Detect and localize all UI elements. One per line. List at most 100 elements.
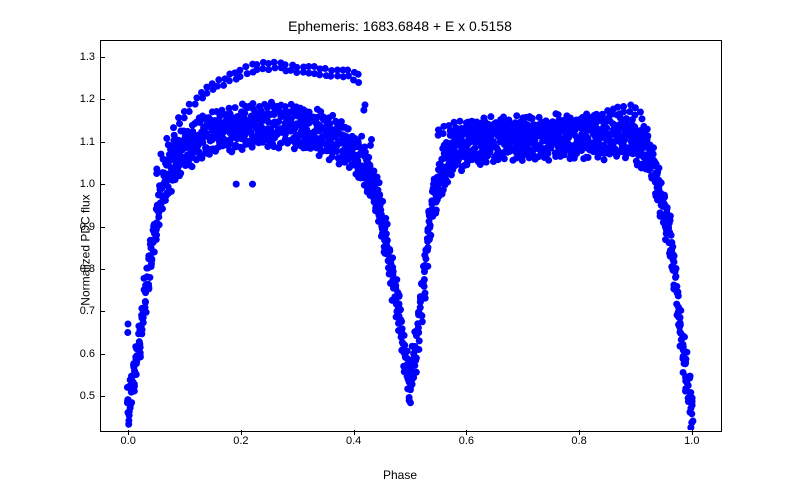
data-point — [298, 116, 305, 123]
data-point — [654, 184, 661, 191]
data-point — [157, 151, 164, 158]
data-point — [648, 144, 655, 151]
data-point — [138, 305, 145, 312]
data-point — [644, 126, 651, 133]
y-tick-mark — [100, 227, 105, 228]
data-point — [367, 142, 374, 149]
data-point — [406, 394, 413, 401]
data-point — [282, 103, 289, 110]
data-point — [654, 169, 661, 176]
data-point — [668, 232, 675, 239]
data-point — [316, 122, 323, 129]
data-point — [191, 120, 198, 127]
data-point — [377, 207, 384, 214]
data-point — [545, 157, 552, 164]
data-point — [322, 65, 329, 72]
y-tick-mark — [100, 57, 105, 58]
data-point — [411, 328, 418, 335]
data-point — [523, 129, 530, 136]
data-point — [592, 119, 599, 126]
data-point — [258, 111, 265, 118]
data-point — [253, 61, 260, 68]
data-point — [130, 360, 137, 367]
data-point — [249, 181, 256, 188]
data-point — [140, 275, 147, 282]
data-point — [579, 114, 586, 121]
data-point — [171, 132, 178, 139]
data-point — [293, 64, 300, 71]
data-point — [141, 287, 148, 294]
data-point — [562, 134, 569, 141]
data-point — [680, 343, 687, 350]
data-point — [368, 136, 375, 143]
data-point — [668, 246, 675, 253]
data-point — [547, 120, 554, 127]
data-point — [222, 111, 229, 118]
data-point — [232, 144, 239, 151]
data-point — [560, 140, 567, 147]
data-point — [661, 192, 668, 199]
data-point — [284, 109, 291, 116]
data-point — [142, 298, 149, 305]
data-point — [406, 361, 413, 368]
data-point — [143, 265, 150, 272]
data-point — [433, 177, 440, 184]
data-point — [420, 263, 427, 270]
x-tick-mark — [354, 430, 355, 435]
data-point — [555, 111, 562, 118]
data-point — [623, 115, 630, 122]
data-point — [384, 237, 391, 244]
data-point — [673, 283, 680, 290]
data-point — [309, 115, 316, 122]
data-point — [424, 235, 431, 242]
data-point — [163, 135, 170, 142]
data-point — [672, 274, 679, 281]
y-tick-label: 0.6 — [55, 348, 95, 360]
chart-container: Ephemeris: 1683.6848 + E x 0.5158 Normal… — [0, 0, 800, 500]
data-point — [128, 373, 135, 380]
data-point — [133, 343, 140, 350]
data-point — [689, 395, 696, 402]
data-point — [474, 125, 481, 132]
data-point — [282, 61, 289, 68]
data-point — [644, 133, 651, 140]
y-tick-label: 1.0 — [55, 178, 95, 190]
data-point — [125, 421, 132, 428]
y-axis-label: Normalized PDC flux — [79, 194, 93, 305]
y-tick-mark — [100, 99, 105, 100]
data-point — [265, 66, 272, 73]
data-point — [393, 276, 400, 283]
data-point — [566, 117, 573, 124]
data-point — [689, 417, 696, 424]
data-point — [666, 220, 673, 227]
data-point — [306, 109, 313, 116]
data-point — [421, 252, 428, 259]
data-point — [244, 70, 251, 77]
data-point — [609, 120, 616, 127]
data-point — [496, 122, 503, 129]
data-point — [328, 126, 335, 133]
x-tick-label: 0.0 — [121, 435, 136, 447]
data-point — [373, 179, 380, 186]
data-point — [409, 343, 416, 350]
data-point — [181, 108, 188, 115]
data-point — [683, 349, 690, 356]
data-point — [316, 71, 323, 78]
data-point — [682, 356, 689, 363]
y-tick-mark — [100, 269, 105, 270]
data-point — [428, 197, 435, 204]
data-point — [567, 142, 574, 149]
x-tick-label: 0.6 — [459, 435, 474, 447]
data-point — [438, 156, 445, 163]
data-point — [601, 156, 608, 163]
data-point — [124, 384, 131, 391]
data-point — [478, 149, 485, 156]
data-point — [398, 318, 405, 325]
data-point — [379, 225, 386, 232]
data-point — [473, 119, 480, 126]
data-point — [565, 124, 572, 131]
data-point — [667, 212, 674, 219]
data-point — [505, 117, 512, 124]
data-point — [145, 252, 152, 259]
data-point — [198, 89, 205, 96]
